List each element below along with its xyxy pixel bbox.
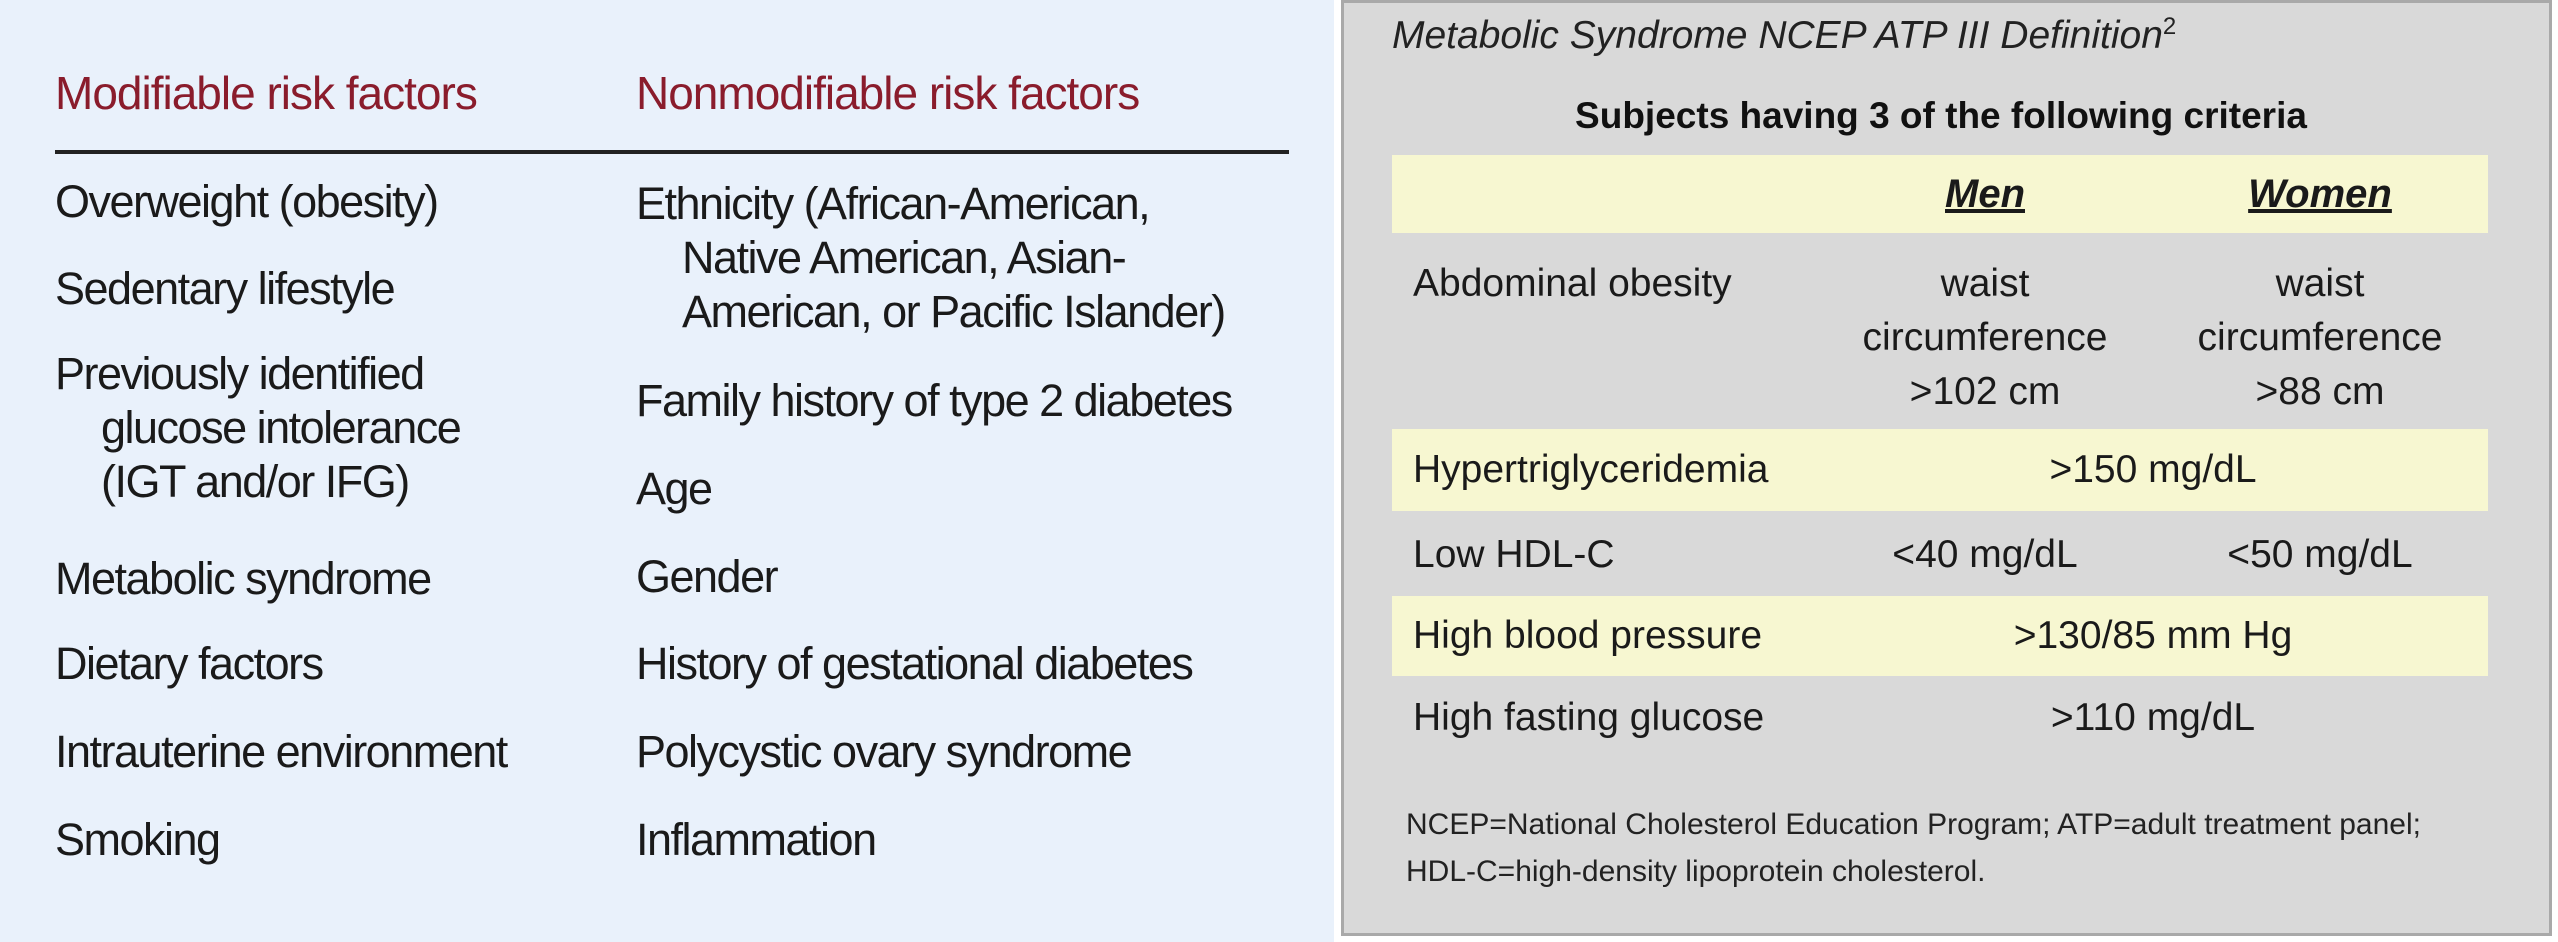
text-line: waist xyxy=(1940,262,2030,305)
text-line: <50 mg/dL xyxy=(2227,533,2413,576)
column-header: Men xyxy=(1945,172,2025,216)
text-line: circumference xyxy=(2197,316,2443,359)
criterion-value: >110 mg/dL xyxy=(2050,696,2256,739)
risk-factors-panel: Modifiable risk factors Nonmodifiable ris… xyxy=(0,0,1334,942)
text-line: Family history of type 2 diabetes xyxy=(636,375,1233,426)
risk-factor: Ethnicity (African-American, Native Ameri… xyxy=(636,177,1226,339)
criterion: High blood pressure xyxy=(1413,614,1763,657)
criterion-value: >150 mg/dL xyxy=(2049,448,2257,491)
panel-title: Metabolic Syndrome NCEP ATP III Definiti… xyxy=(1392,13,2176,58)
text-line: Previously identified xyxy=(55,348,425,399)
criterion-value: waist circumference >88 cm xyxy=(2198,257,2443,419)
criterion-value: <50 mg/dL xyxy=(2227,528,2412,582)
text-line: Native American, Asian- xyxy=(682,232,1127,283)
column-header: Modifiable risk factors xyxy=(55,67,478,119)
row-band xyxy=(1392,429,2488,511)
risk-factor: Previously identified glucose intolerance… xyxy=(55,347,462,509)
criterion-value: <40 mg/dL xyxy=(1892,528,2077,582)
column-header: Nonmodifiable risk factors xyxy=(636,67,1140,119)
text-line: Inflammation xyxy=(636,814,877,865)
criterion: Low HDL-C xyxy=(1413,533,1615,576)
text-line: Overweight (obesity) xyxy=(55,176,439,227)
text-line: Intrauterine environment xyxy=(55,726,508,777)
risk-factor: Gender xyxy=(636,550,779,604)
risk-factor: Overweight (obesity) xyxy=(55,175,439,229)
criterion: High fasting glucose xyxy=(1413,696,1765,739)
text-line: American, or Pacific Islander) xyxy=(682,286,1226,337)
text-line: Polycystic ovary syndrome xyxy=(636,726,1133,777)
risk-factor: Smoking xyxy=(55,813,221,867)
text-line: circumference xyxy=(1862,316,2108,359)
text-line: Age xyxy=(636,463,713,514)
text-line: >88 cm xyxy=(2255,370,2385,413)
text-line: Gender xyxy=(636,551,779,602)
row-band xyxy=(1392,596,2488,676)
superscript: 2 xyxy=(2162,13,2177,40)
title-text: Metabolic Syndrome NCEP ATP III Definiti… xyxy=(1392,14,2163,57)
criterion-value: >130/85 mm Hg xyxy=(2013,614,2293,657)
header-band xyxy=(1392,155,2488,233)
risk-factor: Family history of type 2 diabetes xyxy=(636,374,1233,428)
risk-factor: Sedentary lifestyle xyxy=(55,262,396,316)
header-rule xyxy=(55,150,1289,154)
text-line: Metabolic syndrome xyxy=(55,553,432,604)
definition-panel: Metabolic Syndrome NCEP ATP III Definiti… xyxy=(1341,0,2552,936)
risk-factor: Metabolic syndrome xyxy=(55,552,432,606)
risk-factor: Age xyxy=(636,462,713,516)
risk-factor: History of gestational diabetes xyxy=(636,637,1194,691)
criterion-value: waist circumference >102 cm xyxy=(1863,257,2108,419)
text-line: Dietary factors xyxy=(55,638,324,689)
text-line: Ethnicity (African-American, xyxy=(636,178,1151,229)
text-line: Smoking xyxy=(55,814,221,865)
text-line: glucose intolerance xyxy=(101,402,462,453)
text-line: waist xyxy=(2275,262,2365,305)
criterion: Abdominal obesity xyxy=(1413,262,1732,305)
risk-factor: Dietary factors xyxy=(55,637,324,691)
risk-factor: Polycystic ovary syndrome xyxy=(636,725,1133,779)
column-header: Women xyxy=(2248,172,2392,216)
text-line: >102 cm xyxy=(1909,370,2061,413)
risk-factor: Inflammation xyxy=(636,813,877,867)
subtitle: Subjects having 3 of the following crite… xyxy=(1575,95,2307,136)
footnote: NCEP=National Cholesterol Education Prog… xyxy=(1406,808,2421,841)
text-line: Sedentary lifestyle xyxy=(55,263,396,314)
text-line: <40 mg/dL xyxy=(1892,533,2078,576)
text-line: History of gestational diabetes xyxy=(636,638,1194,689)
footnote: HDL-C=high-density lipoprotein cholester… xyxy=(1406,855,1986,888)
risk-factor: Intrauterine environment xyxy=(55,725,508,779)
text-line: (IGT and/or IFG) xyxy=(101,456,410,507)
criterion: Hypertriglyceridemia xyxy=(1413,448,1769,491)
